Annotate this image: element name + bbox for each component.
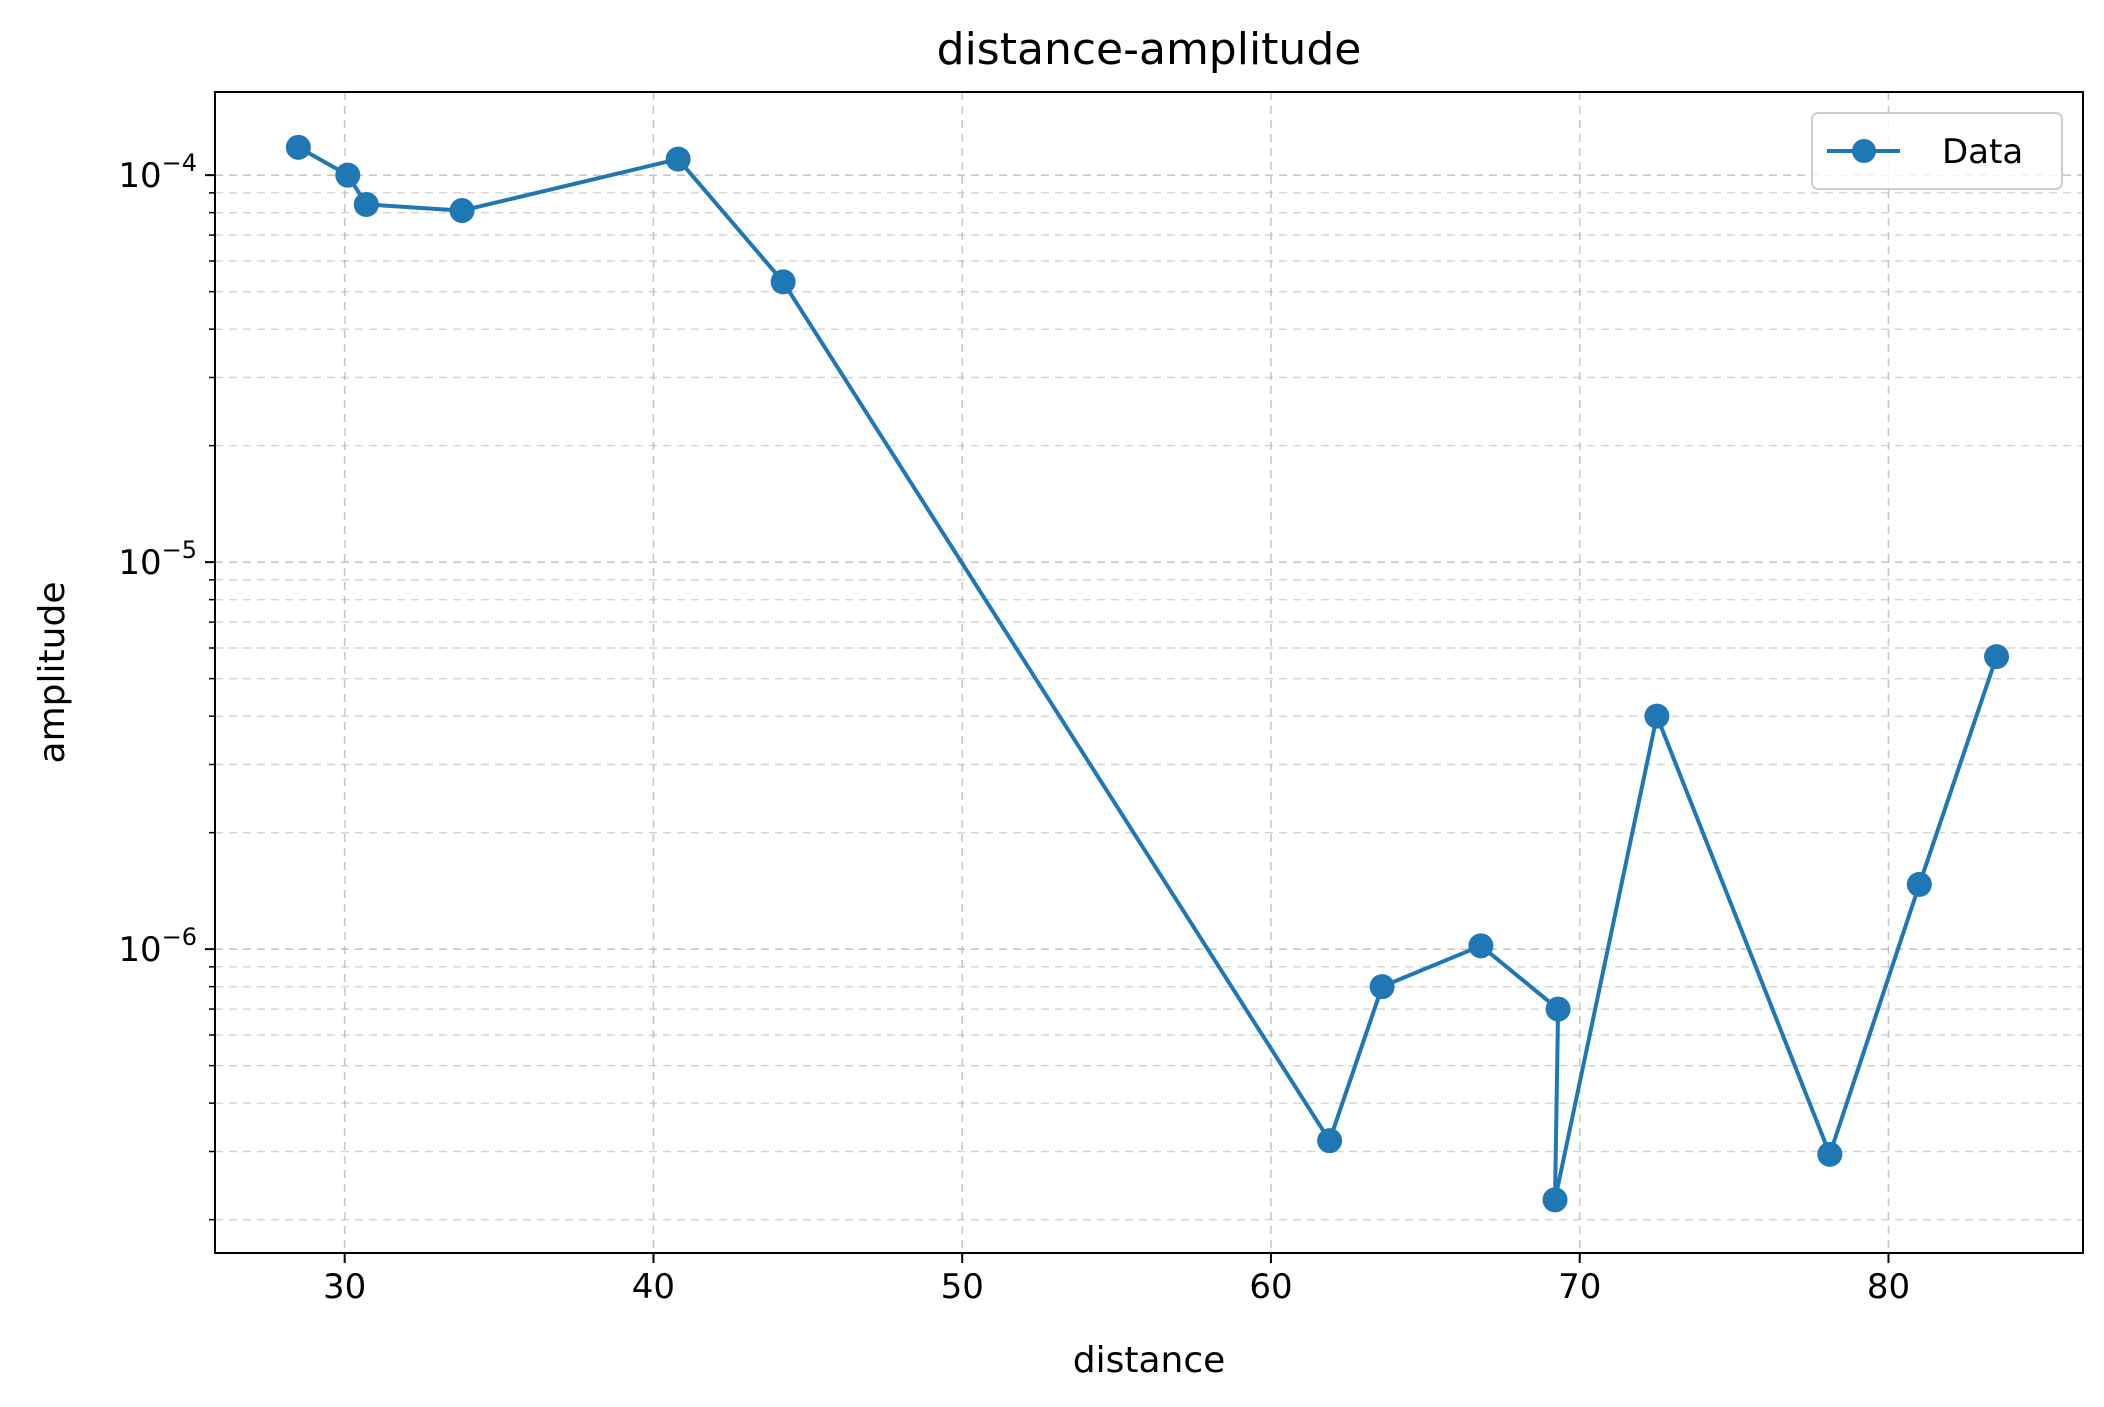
data-point (1317, 1128, 1343, 1154)
y-tick-label: 10−4 (118, 149, 197, 196)
ticks-layer: 30 40 50 60 70 80 10−6 10−5 10−4 (118, 149, 1910, 1307)
x-tick-label: 50 (941, 1267, 984, 1307)
plot-frame (214, 91, 2084, 1254)
y-tick-label: 10−6 (118, 923, 197, 970)
data-point (770, 269, 796, 295)
data-point (1984, 644, 2010, 670)
data-point (1369, 974, 1395, 1000)
x-tick-label: 30 (323, 1267, 366, 1307)
data-point (285, 134, 311, 160)
x-tick-label: 60 (1249, 1267, 1292, 1307)
data-point (1644, 703, 1670, 729)
y-tick-label: 10−5 (118, 536, 197, 583)
data-point (353, 191, 379, 217)
legend-box (1811, 112, 2063, 190)
data-point (1545, 996, 1571, 1022)
series-layer (285, 134, 2010, 1213)
data-point (1542, 1187, 1568, 1213)
x-tick-label: 70 (1558, 1267, 1601, 1307)
data-point (449, 198, 475, 224)
chart-title: distance-amplitude (937, 24, 1362, 75)
y-axis-label: amplitude (32, 582, 73, 764)
x-tick-label: 40 (632, 1267, 675, 1307)
x-axis-label: distance (1073, 1340, 1226, 1381)
data-point (1906, 871, 1932, 897)
x-tick-label: 80 (1867, 1267, 1910, 1307)
data-point (1468, 933, 1494, 959)
legend: Data (1811, 112, 2063, 190)
legend-marker-swatch (1852, 139, 1876, 163)
data-point (665, 146, 691, 172)
grid-layer (215, 92, 2083, 1253)
data-point (1817, 1141, 1843, 1167)
legend-label: Data (1942, 132, 2023, 172)
data-point (335, 162, 361, 188)
